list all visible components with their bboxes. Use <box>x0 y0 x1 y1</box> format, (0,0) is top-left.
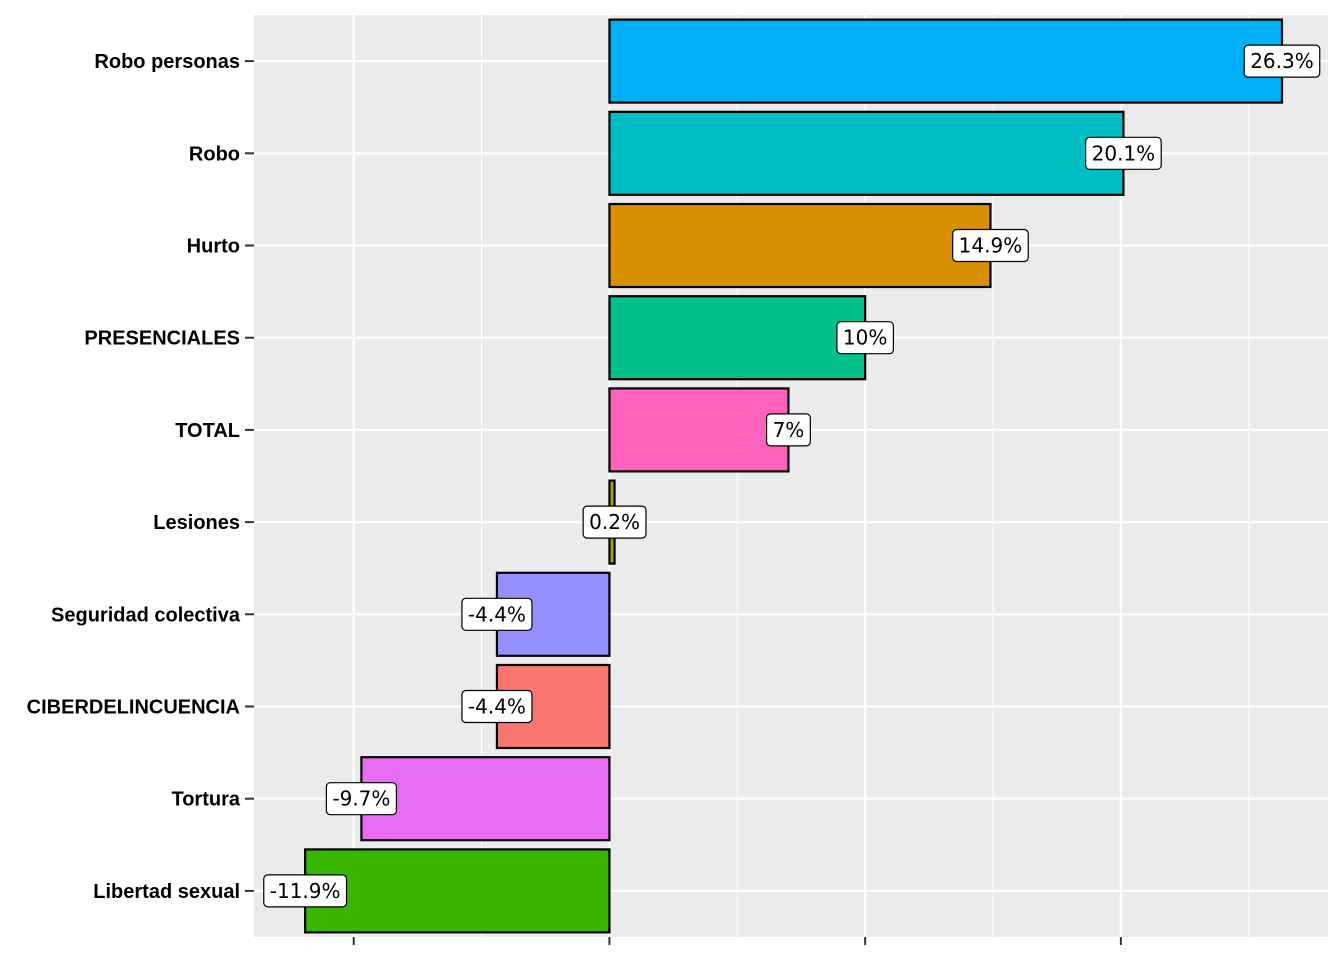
data-label: 7% <box>765 413 811 447</box>
y-tick-label: PRESENCIALES <box>84 328 240 350</box>
data-label-box <box>1243 44 1321 78</box>
x-axis <box>352 937 1122 945</box>
data-label-box <box>1085 136 1162 170</box>
data-label-box <box>325 782 398 816</box>
data-label: 20.1% <box>1085 136 1162 170</box>
data-label: -9.7% <box>325 782 398 816</box>
data-label-box <box>952 228 1029 263</box>
data-label: -11.9% <box>263 874 348 908</box>
y-tick-label: Hurto <box>187 236 240 258</box>
data-label: -4.4% <box>461 597 533 631</box>
y-tick-label: Robo personas <box>94 51 240 73</box>
data-labels: 26.3% 20.1% 14.9% 10% 7% 0.2% -4.4% -4.4% -9.7% -… <box>263 44 1321 908</box>
bar <box>608 18 1284 104</box>
data-label-text: 14.9% <box>959 234 1023 258</box>
data-label: -4.4% <box>461 689 533 724</box>
y-tick-label: Tortura <box>171 789 240 811</box>
bar <box>360 756 611 842</box>
y-tick-label: TOTAL <box>175 420 240 442</box>
data-label: 14.9% <box>952 228 1029 263</box>
data-label-text: 26.3% <box>1250 49 1314 73</box>
bar <box>608 387 790 473</box>
data-label-text: -11.9% <box>270 879 341 903</box>
bar <box>608 202 992 289</box>
y-tick-label: Seguridad colectiva <box>51 604 241 626</box>
y-tick-label: CIBERDELINCUENCIA <box>27 697 240 719</box>
data-label-box <box>263 874 348 908</box>
data-label-text: -9.7% <box>332 787 390 811</box>
data-label-text: 0.2% <box>589 510 640 534</box>
data-label: 0.2% <box>582 505 647 539</box>
y-tick-label: Robo <box>189 143 240 165</box>
data-label: 26.3% <box>1243 44 1321 78</box>
data-label-text: 7% <box>773 418 805 442</box>
bars <box>304 18 1284 934</box>
data-label-text: 20.1% <box>1092 141 1156 165</box>
y-tick-label: Libertad sexual <box>93 881 240 903</box>
data-label-box <box>461 597 533 631</box>
data-label: 10% <box>836 321 894 355</box>
data-label-text: -4.4% <box>468 695 526 719</box>
bar <box>304 848 611 934</box>
data-label-text: 10% <box>843 326 887 350</box>
y-tick-label: Lesiones <box>153 512 240 534</box>
data-label-box <box>765 413 811 447</box>
data-label-box <box>461 689 533 724</box>
bar <box>608 110 1125 196</box>
data-label-text: -4.4% <box>468 602 526 626</box>
bar <box>608 295 867 381</box>
data-label-box <box>582 505 647 539</box>
y-axis: Robo personas Robo Hurto PRESENCIALES TOTAL L… <box>27 51 254 903</box>
data-label-box <box>836 321 894 355</box>
